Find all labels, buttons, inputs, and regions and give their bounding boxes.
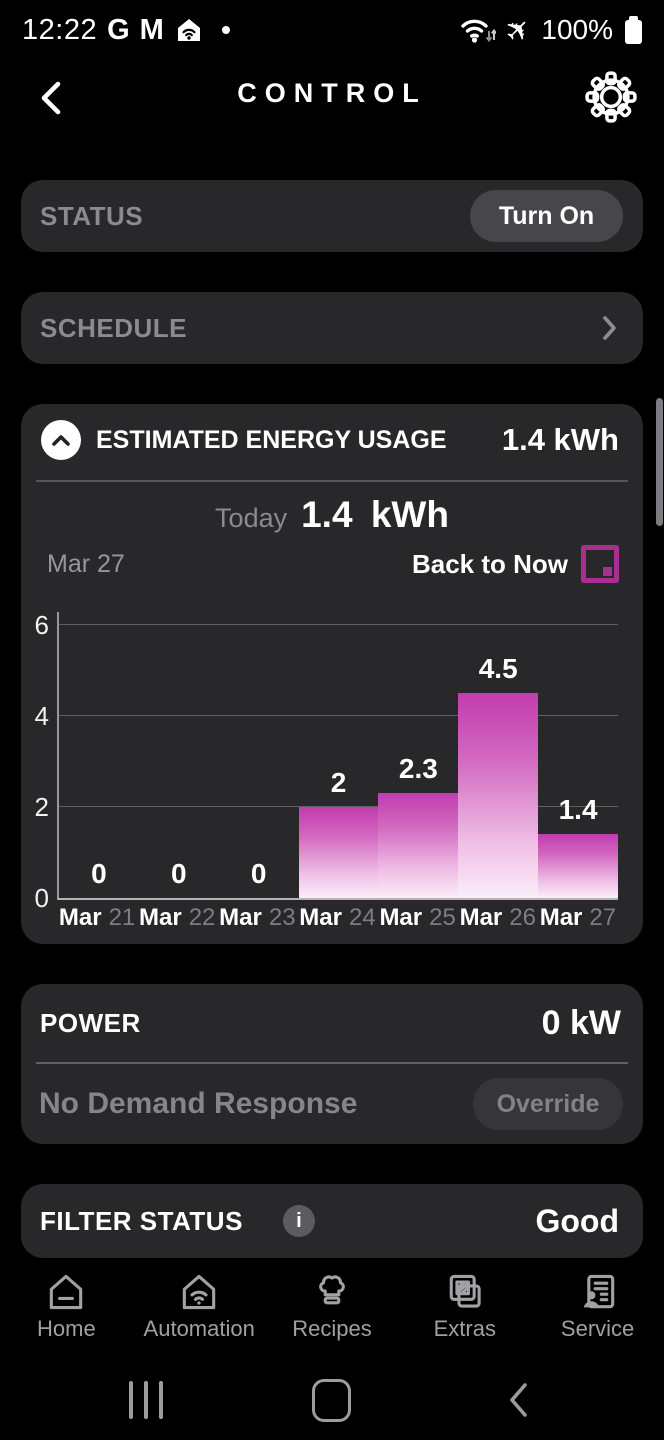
- bar-value-label: 0: [250, 858, 267, 889]
- demand-response-status: No Demand Response: [39, 1087, 358, 1120]
- nav-label: Automation: [143, 1316, 255, 1341]
- chart-bar[interactable]: [538, 834, 618, 898]
- clock: 12:22: [22, 13, 98, 46]
- energy-card-title: ESTIMATED ENERGY USAGE: [96, 425, 447, 454]
- nav-label: Extras: [433, 1316, 496, 1341]
- energy-total-value: 1.4 kWh: [501, 422, 619, 457]
- chart-gridline: [59, 715, 618, 716]
- service-icon: [576, 1270, 620, 1314]
- filter-status-card: FILTER STATUS i Good: [21, 1184, 643, 1258]
- override-button[interactable]: Override: [473, 1078, 623, 1130]
- chart-gridline: [59, 806, 618, 807]
- nav-label: Recipes: [292, 1316, 372, 1341]
- extras-icon: [443, 1270, 487, 1314]
- scrollbar-thumb[interactable]: [656, 398, 663, 526]
- divider: [36, 480, 628, 482]
- back-to-now-button[interactable]: Back to Now: [412, 545, 619, 583]
- power-value: 0 kW: [541, 1003, 621, 1042]
- home-icon: [44, 1270, 88, 1314]
- smarthq-notification-icon: [174, 15, 204, 45]
- x-axis-label: Mar 24: [299, 904, 376, 931]
- status-bar-left: 12:22 G M: [22, 14, 230, 47]
- app-header: CONTROL: [0, 60, 664, 132]
- x-axis-label: Mar 27: [539, 904, 617, 931]
- back-button[interactable]: [30, 76, 70, 120]
- battery-percent: 100%: [541, 14, 613, 45]
- divider: [36, 1062, 628, 1064]
- back-to-now-label: Back to Now: [411, 548, 568, 579]
- today-value: 1.4 kWh: [301, 494, 449, 535]
- schedule-card[interactable]: SCHEDULE: [21, 292, 643, 364]
- x-axis-label: Mar 26: [459, 904, 536, 931]
- nav-label: Home: [37, 1316, 96, 1341]
- wifi-icon: [460, 15, 497, 45]
- bar-value-label: 2.3: [398, 753, 438, 785]
- y-axis-tick-label: 6: [34, 610, 49, 640]
- bar-value-label: 0: [91, 858, 107, 889]
- google-notification-icon: G: [107, 13, 130, 46]
- energy-usage-card: ESTIMATED ENERGY USAGE 1.4 kWh Today 1.4…: [21, 404, 643, 944]
- bar-value-label: 1.4: [558, 794, 598, 826]
- bar-value-label: 4.5: [478, 653, 518, 685]
- bottom-nav: Home Automation Recipes: [0, 1262, 664, 1354]
- nav-label: Service: [560, 1316, 635, 1341]
- x-axis-label: Mar 21: [58, 904, 136, 931]
- page-title: CONTROL: [237, 78, 427, 108]
- power-card-label: POWER: [40, 1007, 141, 1038]
- x-axis-label: Mar 23: [219, 904, 296, 931]
- bar-value-label: 2: [330, 767, 347, 798]
- x-axis-label: Mar 25: [379, 904, 456, 931]
- chevron-right-icon: [602, 315, 617, 341]
- chart-x-axis: Mar 21 Mar 22 Mar 23 Mar 24 Mar 25 Mar 26 Mar 27: [57, 904, 618, 932]
- nav-item-service[interactable]: Service: [531, 1262, 664, 1354]
- nav-item-recipes[interactable]: Recipes: [266, 1262, 399, 1354]
- status-card-label: STATUS: [40, 200, 144, 231]
- schedule-card-label: SCHEDULE: [40, 312, 188, 343]
- recipes-icon: [310, 1270, 354, 1314]
- chart-date-label: Mar 27: [47, 549, 125, 578]
- chart-bar[interactable]: [298, 807, 379, 898]
- x-axis-label: Mar 22: [139, 904, 216, 931]
- y-axis-tick-label: 0: [34, 883, 49, 913]
- status-bar-right: ✈ 100%: [460, 9, 642, 51]
- recents-button[interactable]: [116, 1360, 176, 1440]
- chart-bar[interactable]: [378, 793, 459, 898]
- battery-icon: [625, 16, 642, 44]
- filter-status-value: Good: [535, 1202, 619, 1239]
- airplane-mode-icon: ✈: [497, 8, 541, 52]
- notification-dot-icon: [221, 26, 230, 34]
- bar-value-label: 0: [170, 858, 187, 889]
- energy-chart: 0 2 4 6 0 0 0 2 2.3 4.5 1.4 Mar 21 Mar 22 Mar 23 Mar 24 Ma…: [35, 610, 618, 931]
- y-axis-tick-label: 4: [34, 701, 49, 731]
- today-label: Today: [215, 503, 288, 533]
- android-back-button[interactable]: [488, 1360, 548, 1440]
- gmail-notification-icon: M: [139, 13, 164, 46]
- chart-plot: 0 2 4 6 0 0 0 2 2.3 4.5 1.4: [35, 610, 618, 913]
- info-icon[interactable]: i: [282, 1205, 315, 1237]
- back-to-now-icon: [581, 545, 619, 583]
- nav-item-extras[interactable]: Extras: [398, 1262, 531, 1354]
- y-axis-tick-label: 2: [34, 792, 49, 822]
- collapse-toggle[interactable]: [41, 420, 81, 460]
- turn-on-button[interactable]: Turn On: [470, 190, 623, 242]
- android-home-button[interactable]: [301, 1360, 361, 1440]
- settings-gear-icon[interactable]: [582, 68, 640, 126]
- automation-icon: [177, 1270, 221, 1314]
- nav-item-home[interactable]: Home: [0, 1262, 133, 1354]
- status-bar: 12:22 G M: [0, 0, 664, 60]
- power-card: POWER 0 kW No Demand Response Override: [21, 984, 643, 1144]
- status-card: STATUS Turn On: [21, 180, 643, 252]
- chart-bar[interactable]: [458, 693, 539, 898]
- nav-item-automation[interactable]: Automation: [133, 1262, 266, 1354]
- android-nav-bar: [0, 1360, 664, 1440]
- filter-card-label: FILTER STATUS: [40, 1205, 243, 1236]
- chart-gridline: [59, 624, 618, 625]
